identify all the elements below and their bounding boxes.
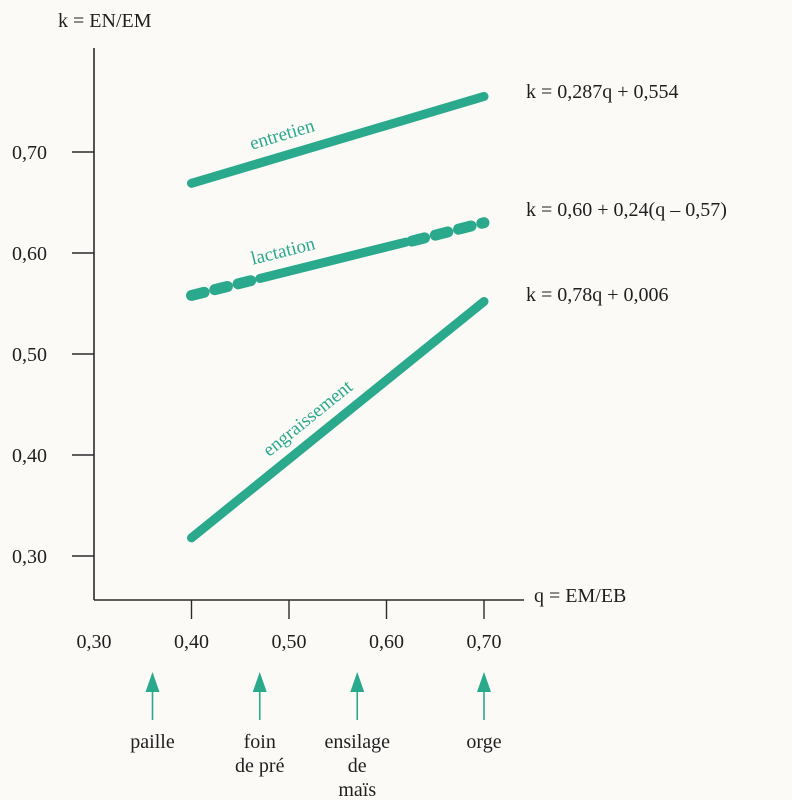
- equation-engraissement: k = 0,78q + 0,006: [526, 284, 669, 306]
- series-line-engraissement: [187, 296, 489, 543]
- x-axis-title: q = EM/EB: [534, 585, 626, 607]
- equation-entretien: k = 0,287q + 0,554: [526, 81, 679, 103]
- x-tick-label: 0,70: [467, 631, 502, 653]
- feed-label: paille: [130, 731, 175, 753]
- y-axis-title: k = EN/EM: [58, 10, 152, 32]
- arrow-up-icon: [350, 672, 365, 692]
- arrow-up-icon: [477, 672, 491, 692]
- equations: k = 0,287q + 0,554 k = 0,60 + 0,24(q – 0,…: [526, 81, 727, 306]
- y-tick-label: 0,50: [12, 344, 47, 366]
- series-line-lactation-dashed-right: [406, 217, 490, 247]
- y-tick-label: 0,30: [12, 546, 47, 568]
- axes: k = EN/EM q = EM/EB: [58, 10, 626, 607]
- feed-annotation: paille: [130, 672, 175, 753]
- y-tick-label: 0,40: [12, 445, 47, 467]
- feed-label: foin: [244, 731, 276, 753]
- series-line-lactation-solid: [255, 237, 411, 283]
- feed-label: ensilage: [324, 731, 390, 753]
- y-tick-label: 0,70: [12, 142, 47, 164]
- series-lines: [186, 91, 490, 543]
- feed-label: maïs: [338, 779, 376, 800]
- x-tick-label: 0,50: [272, 631, 307, 653]
- equation-lactation: k = 0,60 + 0,24(q – 0,57): [526, 199, 727, 221]
- feed-label: de: [348, 755, 367, 777]
- y-tick-label: 0,60: [12, 243, 47, 265]
- feed-label: orge: [466, 731, 501, 753]
- x-tick-label: 0,30: [77, 631, 112, 653]
- x-tick-label: 0,40: [174, 631, 209, 653]
- feed-label: de pré: [235, 755, 285, 777]
- arrow-up-icon: [252, 672, 267, 692]
- ticks: 0,30 0,40 0,50 0,60 0,70 0,30 0,40 0,50 0,60 0,70: [12, 142, 502, 653]
- x-tick-label: 0,60: [369, 631, 404, 653]
- series-line-lactation-dashed-left: [186, 272, 266, 301]
- series-line-entretien: [187, 91, 489, 188]
- arrow-up-icon: [145, 672, 160, 692]
- feed-annotation: orge: [466, 672, 502, 753]
